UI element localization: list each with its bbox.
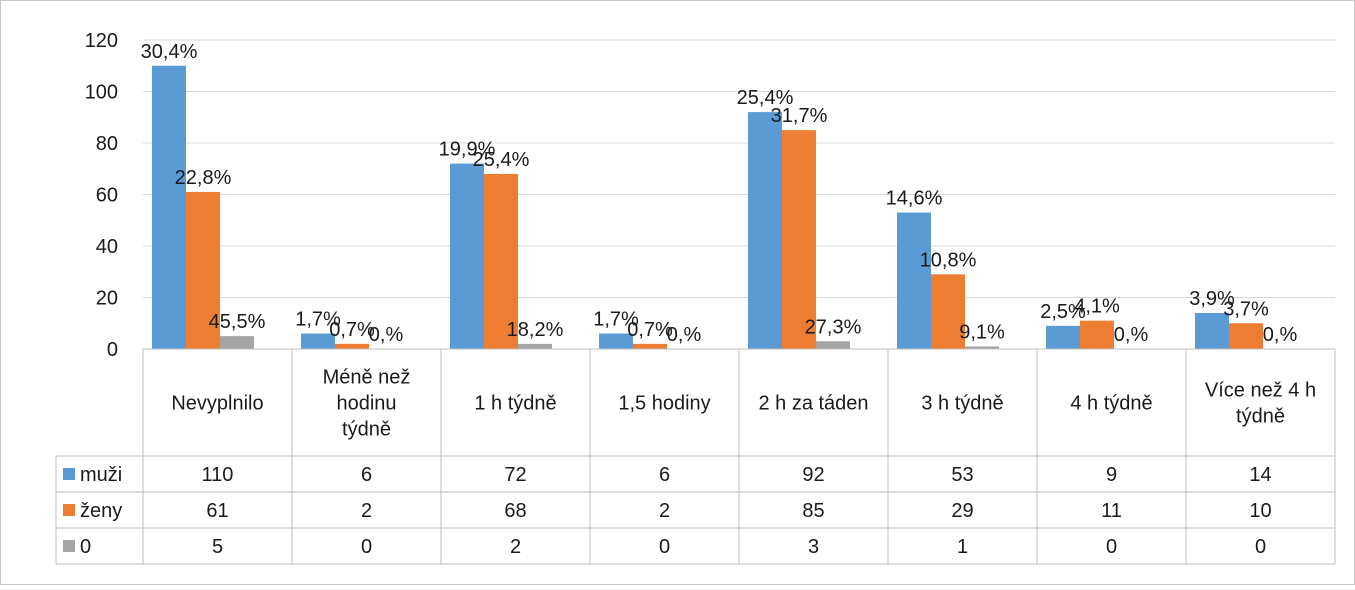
- bars: [152, 65, 1263, 349]
- data-label: 19,9%: [439, 139, 496, 161]
- bar: [335, 343, 369, 349]
- table-cell-value: 1: [957, 536, 968, 558]
- x-tick-label: Nevyplnilo: [171, 393, 263, 415]
- table-cell-value: 0: [659, 536, 670, 558]
- data-label: 0,7%: [329, 319, 375, 341]
- table-cell-value: 72: [504, 464, 526, 486]
- table-cell-value: 29: [951, 500, 973, 522]
- x-tick-label: 2 h za táden: [758, 393, 868, 415]
- legend-key: [63, 504, 75, 516]
- bar: [450, 163, 484, 349]
- data-label: 30,4%: [141, 41, 198, 63]
- table-cell-value: 3: [808, 536, 819, 558]
- table-cell-value: 2: [510, 536, 521, 558]
- data-label: 31,7%: [771, 105, 828, 127]
- table-cell-value: 2: [361, 500, 372, 522]
- table-cell-value: 92: [802, 464, 824, 486]
- table-cell-value: 6: [659, 464, 670, 486]
- table-cell-value: 0: [361, 536, 372, 558]
- table-cell-value: 110: [202, 464, 234, 486]
- bar: [633, 343, 667, 349]
- table-cell-value: 14: [1249, 464, 1271, 486]
- data-label: 18,2%: [507, 319, 564, 341]
- x-tick-label: Méně než hodinu týdně: [323, 367, 411, 441]
- table-cell-value: 0: [1106, 536, 1117, 558]
- table-cell-value: 5: [212, 536, 223, 558]
- legend-key: [63, 468, 75, 480]
- x-tick-label: 3 h týdně: [921, 393, 1003, 415]
- data-label: 9,1%: [959, 321, 1005, 343]
- table-cell-value: 6: [361, 464, 372, 486]
- legend-label: ženy: [80, 500, 122, 522]
- data-label: 14,6%: [886, 188, 943, 210]
- bar: [965, 346, 999, 349]
- legend-key: [63, 540, 75, 552]
- data-label: 25,4%: [737, 87, 794, 109]
- data-label: 22,8%: [175, 167, 232, 189]
- data-label: 0,7%: [627, 319, 673, 341]
- table-cell-value: 11: [1101, 500, 1122, 522]
- bar: [782, 130, 816, 349]
- x-tick-label: 1,5 hodiny: [618, 393, 710, 415]
- y-tick-label: 20: [96, 288, 118, 310]
- bar: [599, 333, 633, 349]
- bar: [484, 173, 518, 349]
- data-label: 2,5%: [1040, 301, 1086, 323]
- data-label: 0,%: [1114, 324, 1149, 346]
- x-tick-label: Více než 4 h týdně: [1205, 380, 1316, 428]
- table-cell-value: 68: [504, 500, 526, 522]
- data-label: 45,5%: [209, 311, 266, 333]
- data-labels: 30,4% 1,7% 19,9% 1,7% 25,4% 14,6% 2,5% 3,9% 22,8…: [141, 41, 1298, 346]
- bar: [816, 341, 850, 349]
- x-tick-label: 4 h týdně: [1070, 393, 1152, 415]
- y-tick-label: 0: [107, 339, 118, 361]
- legend-label: 0: [80, 536, 91, 558]
- data-label: 1,7%: [593, 309, 639, 331]
- table-cell-value: 0: [1255, 536, 1266, 558]
- y-tick-label: 60: [96, 185, 118, 207]
- data-label: 27,3%: [805, 316, 862, 338]
- data-label: 25,4%: [473, 149, 530, 171]
- data-label: 1,7%: [295, 309, 341, 331]
- data-label: 0,%: [1263, 324, 1298, 346]
- x-tick-label: 1 h týdně: [474, 393, 556, 415]
- table-cell-value: 9: [1106, 464, 1117, 486]
- bar: [931, 274, 965, 349]
- y-tick-label: 120: [85, 30, 118, 52]
- legend-label: muži: [80, 464, 122, 486]
- y-tick-label: 100: [85, 82, 118, 104]
- table-cell-value: 10: [1249, 500, 1271, 522]
- data-table: Nevyplnilo Méně než hodinu týdně 1 h týdně 1,…: [55, 348, 1336, 565]
- bar: [186, 191, 220, 349]
- data-label: 4,1%: [1074, 296, 1120, 318]
- bar: [1080, 320, 1114, 349]
- y-tick-label: 80: [96, 133, 118, 155]
- bar: [152, 65, 186, 349]
- bar: [1229, 323, 1263, 349]
- bar: [748, 112, 782, 349]
- bar: [220, 336, 254, 349]
- y-axis: 0 20 40 60 80 100 120: [85, 30, 118, 361]
- table-cell-value: 53: [951, 464, 973, 486]
- data-label: 0,%: [369, 324, 404, 346]
- table-cell-value: 2: [659, 500, 670, 522]
- bar: [1195, 312, 1229, 349]
- data-label: 3,7%: [1223, 298, 1269, 320]
- bar: [1046, 325, 1080, 349]
- y-tick-label: 40: [96, 236, 118, 258]
- bar: [518, 343, 552, 349]
- bar: [301, 333, 335, 349]
- data-label: 3,9%: [1189, 288, 1235, 310]
- table-cell-value: 85: [802, 500, 824, 522]
- data-label: 0,%: [667, 324, 702, 346]
- bar: [897, 212, 931, 349]
- data-label: 10,8%: [920, 249, 977, 271]
- table-cell-value: 61: [206, 500, 228, 522]
